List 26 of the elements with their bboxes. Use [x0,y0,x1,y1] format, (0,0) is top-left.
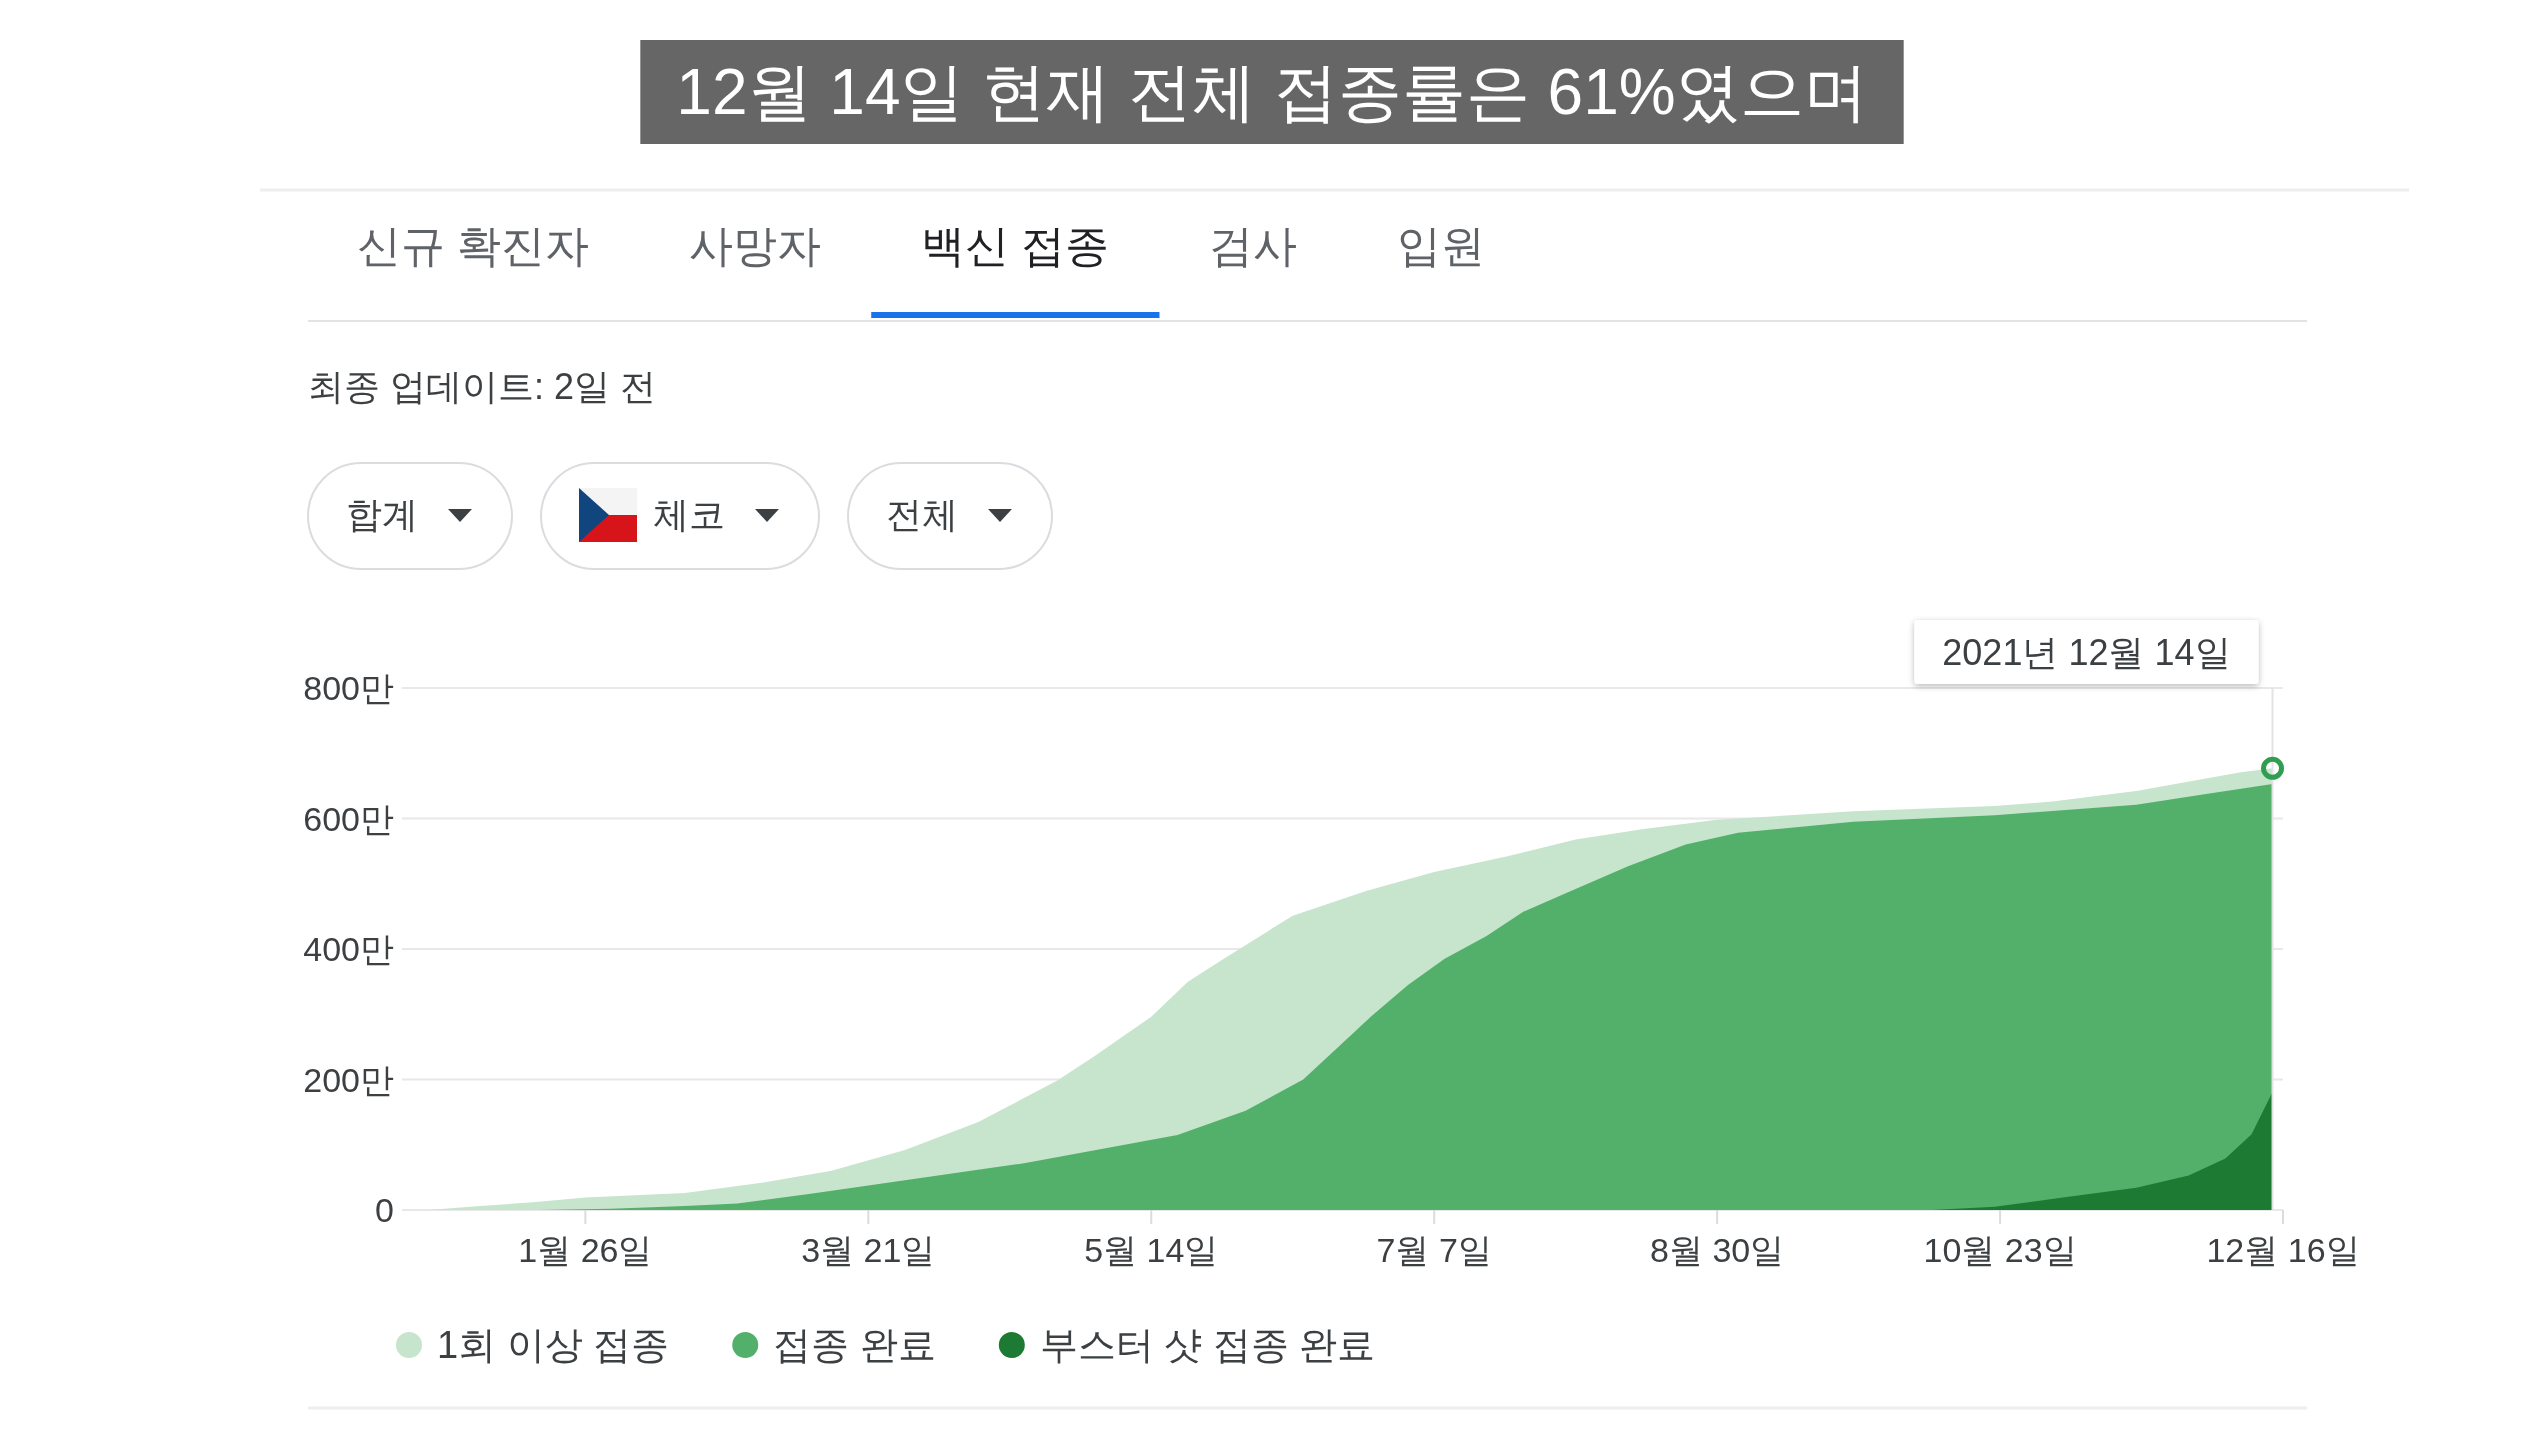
title: 백신 접종 [921,220,1110,270]
y-tick-label: 200만 [303,1060,394,1099]
tab-label: 사망자 [689,220,822,270]
y-tick-label: 600만 [303,799,394,838]
y-tick-label: 800만 [303,669,394,707]
tab-label: 입원 [1397,220,1486,270]
y-tick-label: 400만 [303,930,394,968]
x-tick-label: 1월 26일 [518,1231,653,1269]
x-tick-label: 5월 14일 [1084,1231,1219,1269]
tab-label: 신규 확진자 [357,220,590,270]
tooltip-label: 2021년 12월 14일 [1942,631,2231,673]
x-tick-label: 7월 7일 [1376,1231,1492,1269]
legend-label: 1회 이상 접종 [437,1324,670,1366]
x-tick-label: 10월 23일 [1923,1231,2077,1269]
legend-label: 부스터 샷 접종 완료 [1039,1324,1376,1366]
caption: 12월 14일 현재 전체 접종률은 61%였으며 [640,40,1904,144]
dropdown: 전체 [847,462,1053,570]
tab-label: 검사 [1209,220,1298,270]
note: 최종 업데이트: 2일 전 [308,365,657,407]
x-tick-label: 8월 30일 [1650,1231,1785,1269]
x-tick-label: 3월 21일 [801,1231,936,1269]
y-tick-label: 0 [375,1191,394,1229]
dropdown: 합계 [307,462,513,570]
dropdown: 체코 [540,462,820,570]
legend-label: 접종 완료 [773,1324,936,1366]
x-tick-label: 12월 16일 [2206,1231,2360,1269]
